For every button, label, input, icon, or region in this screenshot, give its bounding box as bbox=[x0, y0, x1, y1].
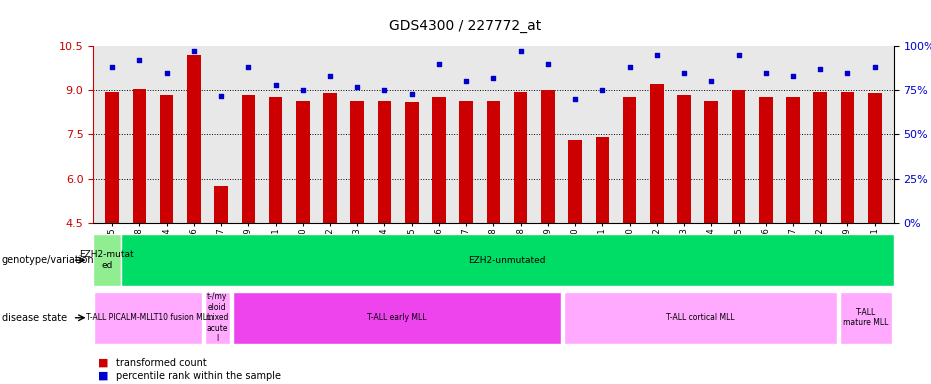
Text: GDS4300 / 227772_at: GDS4300 / 227772_at bbox=[389, 19, 542, 33]
Bar bbox=[241, 95, 255, 223]
Point bbox=[595, 87, 610, 93]
Bar bbox=[233, 292, 561, 344]
Point bbox=[813, 66, 828, 72]
Point bbox=[132, 57, 147, 63]
Bar bbox=[160, 95, 173, 223]
Bar bbox=[568, 140, 582, 223]
Bar bbox=[786, 97, 800, 223]
Point bbox=[295, 87, 310, 93]
Point bbox=[840, 70, 855, 76]
Point bbox=[868, 64, 883, 70]
Text: EZH2-unmutated: EZH2-unmutated bbox=[468, 256, 546, 265]
Point bbox=[268, 82, 283, 88]
Text: T-ALL cortical MLL: T-ALL cortical MLL bbox=[667, 313, 735, 322]
Point bbox=[213, 93, 228, 99]
Bar bbox=[541, 90, 555, 223]
Bar bbox=[132, 89, 146, 223]
Bar bbox=[868, 93, 882, 223]
Bar bbox=[732, 90, 746, 223]
Point bbox=[759, 70, 774, 76]
Text: ■: ■ bbox=[98, 371, 108, 381]
Point bbox=[513, 48, 528, 55]
Text: ■: ■ bbox=[98, 358, 108, 368]
Text: EZH2-mutat
ed: EZH2-mutat ed bbox=[79, 250, 134, 270]
Bar bbox=[269, 97, 282, 223]
Text: T-ALL
mature MLL: T-ALL mature MLL bbox=[843, 308, 889, 328]
Bar bbox=[459, 101, 473, 223]
Point bbox=[650, 52, 665, 58]
Text: transformed count: transformed count bbox=[116, 358, 207, 368]
Text: disease state: disease state bbox=[2, 313, 67, 323]
Text: genotype/variation: genotype/variation bbox=[2, 255, 94, 265]
Point bbox=[568, 96, 583, 102]
Bar bbox=[323, 93, 337, 223]
Bar bbox=[759, 97, 773, 223]
Point bbox=[677, 70, 692, 76]
Text: T-ALL early MLL: T-ALL early MLL bbox=[367, 313, 426, 322]
Bar bbox=[214, 186, 228, 223]
Bar bbox=[514, 92, 528, 223]
Point bbox=[541, 61, 556, 67]
Point bbox=[622, 64, 637, 70]
Point bbox=[186, 48, 201, 55]
Point bbox=[431, 61, 446, 67]
Bar bbox=[432, 97, 446, 223]
Bar bbox=[378, 101, 391, 223]
Point bbox=[404, 91, 419, 97]
Bar bbox=[841, 92, 855, 223]
Point bbox=[159, 70, 174, 76]
Bar bbox=[840, 292, 893, 344]
Point bbox=[104, 64, 119, 70]
Bar bbox=[677, 95, 691, 223]
Point bbox=[731, 52, 746, 58]
Text: percentile rank within the sample: percentile rank within the sample bbox=[116, 371, 281, 381]
Point bbox=[241, 64, 256, 70]
Point bbox=[459, 78, 474, 84]
Point bbox=[350, 84, 365, 90]
Bar bbox=[405, 102, 419, 223]
Bar bbox=[296, 101, 310, 223]
Point bbox=[486, 75, 501, 81]
Bar bbox=[187, 55, 201, 223]
Text: T-ALL PICALM-MLLT10 fusion MLL: T-ALL PICALM-MLLT10 fusion MLL bbox=[86, 313, 211, 322]
Bar bbox=[105, 92, 119, 223]
Bar bbox=[93, 234, 121, 286]
Bar bbox=[94, 292, 202, 344]
Bar bbox=[487, 101, 500, 223]
Bar bbox=[205, 292, 230, 344]
Bar bbox=[814, 92, 827, 223]
Bar bbox=[350, 101, 364, 223]
Point bbox=[786, 73, 801, 79]
Bar bbox=[623, 97, 637, 223]
Point bbox=[704, 78, 719, 84]
Bar bbox=[596, 137, 609, 223]
Point bbox=[322, 73, 337, 79]
Bar bbox=[705, 101, 718, 223]
Bar bbox=[564, 292, 837, 344]
Bar bbox=[650, 84, 664, 223]
Text: t-/my
eloid
mixed
acute
l: t-/my eloid mixed acute l bbox=[206, 293, 229, 343]
Point bbox=[377, 87, 392, 93]
